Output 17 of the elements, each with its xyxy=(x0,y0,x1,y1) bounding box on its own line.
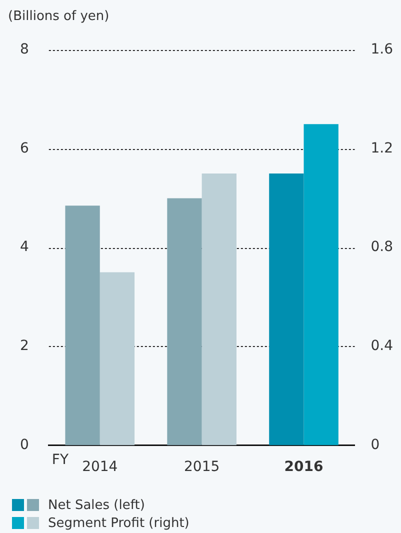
x-tick-label: 2015 xyxy=(184,459,220,476)
y2-tick-label: 0.8 xyxy=(370,239,393,256)
y-tick-label: 2 xyxy=(20,338,29,354)
y-tick-label: 0 xyxy=(20,436,29,453)
x-axis-title: FY xyxy=(52,452,69,468)
y2-tick-label: 1.6 xyxy=(370,42,394,58)
x-tick-label: 2016 xyxy=(284,459,324,476)
y2-tick-label: 0 xyxy=(370,436,380,453)
y-tick-label: 8 xyxy=(20,42,29,58)
y-tick-label: 6 xyxy=(20,140,29,156)
y2-tick-label: 1.2 xyxy=(370,140,393,156)
y-tick-label: 4 xyxy=(20,239,29,256)
legend-label: Segment Profit (right) xyxy=(48,516,190,530)
x-tick-label: 2014 xyxy=(82,459,118,476)
y-axis-title: (Billions of yen) xyxy=(8,8,110,24)
legend-label: Net Sales (left) xyxy=(48,498,145,512)
y2-tick-label: 0.4 xyxy=(370,338,394,354)
